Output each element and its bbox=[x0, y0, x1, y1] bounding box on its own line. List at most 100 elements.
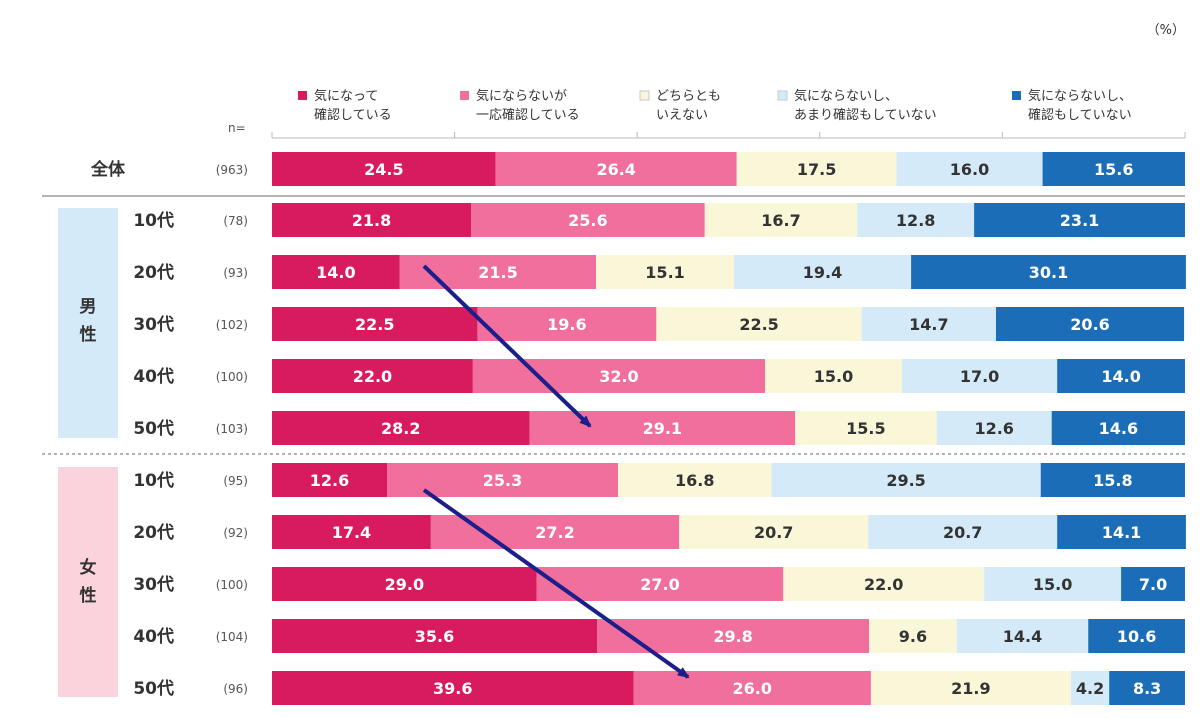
row-label-total: 全体 bbox=[90, 159, 126, 180]
bar-value-label: 15.1 bbox=[645, 263, 684, 282]
legend-label-3-0: 気にならないし、 bbox=[794, 88, 898, 104]
bar-value-label: 14.0 bbox=[316, 263, 355, 282]
bar-value-label: 29.5 bbox=[886, 471, 925, 490]
bar-segment bbox=[869, 619, 957, 653]
legend-swatch-4 bbox=[1012, 91, 1021, 100]
bar-segment bbox=[679, 515, 869, 549]
row-label-age: 10代 bbox=[133, 210, 174, 231]
bar-value-label: 7.0 bbox=[1139, 575, 1167, 594]
bar-value-label: 15.6 bbox=[1094, 160, 1133, 179]
bar-segment bbox=[974, 203, 1185, 237]
bar-value-label: 14.7 bbox=[909, 315, 948, 334]
bar-value-label: 29.8 bbox=[713, 627, 752, 646]
row-9: 40代 (104) 35.6 29.8 9.6 14.4 10.6 bbox=[133, 619, 1185, 653]
legend-label-1-0: 気にならないが bbox=[476, 88, 567, 104]
bar-segment bbox=[1042, 152, 1185, 186]
bar-value-label: 27.0 bbox=[640, 575, 679, 594]
bar-segment bbox=[596, 255, 734, 289]
bar-segment bbox=[1088, 619, 1185, 653]
row-n: (100) bbox=[216, 578, 248, 592]
row-10: 50代 (96) 39.6 26.0 21.9 4.2 8.3 bbox=[133, 671, 1185, 705]
bar-segment bbox=[771, 463, 1041, 497]
bar-value-label: 14.0 bbox=[1101, 367, 1140, 386]
bar-value-label: 27.2 bbox=[535, 523, 574, 542]
legend-label-2-0: どちらとも bbox=[656, 89, 721, 104]
bar-segment bbox=[704, 203, 858, 237]
row-n: (92) bbox=[223, 526, 248, 540]
bar-segment bbox=[857, 203, 975, 237]
row-label-age: 40代 bbox=[133, 626, 174, 647]
row-label-age: 50代 bbox=[133, 418, 174, 439]
bar-value-label: 19.4 bbox=[803, 263, 842, 282]
row-8: 30代 (100) 29.0 27.0 22.0 15.0 7.0 bbox=[133, 567, 1185, 601]
bar-segment bbox=[1057, 515, 1186, 549]
bar-segment bbox=[471, 203, 705, 237]
bar-value-label: 22.5 bbox=[739, 315, 778, 334]
bar-value-label: 15.0 bbox=[814, 367, 853, 386]
row-6: 10代 (95) 12.6 25.3 16.8 29.5 15.8 bbox=[133, 463, 1185, 497]
row-n: (963) bbox=[216, 163, 248, 177]
row-label-age: 30代 bbox=[133, 314, 174, 335]
row-0: 全体 (963) 24.5 26.4 17.5 16.0 15.6 bbox=[90, 152, 1185, 186]
bar-segment bbox=[911, 255, 1186, 289]
bar-value-label: 17.5 bbox=[797, 160, 836, 179]
bar-segment bbox=[1121, 567, 1185, 601]
bar-value-label: 29.0 bbox=[385, 575, 424, 594]
bar-segment bbox=[272, 671, 634, 705]
male-group-band bbox=[58, 208, 118, 438]
row-n: (95) bbox=[223, 474, 248, 488]
row-n: (104) bbox=[216, 630, 248, 644]
bar-segment bbox=[272, 515, 431, 549]
bar-segment bbox=[870, 671, 1071, 705]
female-group-label-2: 性 bbox=[80, 585, 97, 606]
bar-value-label: 39.6 bbox=[433, 679, 472, 698]
bar-value-label: 26.0 bbox=[732, 679, 771, 698]
bar-value-label: 28.2 bbox=[381, 419, 420, 438]
female-group-label-1: 女 bbox=[80, 557, 97, 578]
bar-segment bbox=[1057, 359, 1185, 393]
bar-segment bbox=[472, 359, 766, 393]
bar-segment bbox=[1051, 411, 1185, 445]
row-n: (102) bbox=[216, 318, 248, 332]
row-label-age: 10代 bbox=[133, 470, 174, 491]
bar-segment bbox=[1109, 671, 1185, 705]
legend-label-1-1: 一応確認している bbox=[476, 107, 580, 123]
legend-label-0-0: 気になって bbox=[314, 88, 378, 104]
bar-segment bbox=[430, 515, 680, 549]
chart-rows: 全体 (963) 24.5 26.4 17.5 16.0 15.6 10代 (78) 21.8 25… bbox=[90, 152, 1186, 705]
male-group-label-2: 性 bbox=[80, 324, 97, 345]
row-n: (100) bbox=[216, 370, 248, 384]
bar-segment bbox=[783, 567, 985, 601]
row-label-age: 20代 bbox=[133, 522, 174, 543]
row-label-age: 40代 bbox=[133, 366, 174, 387]
bar-value-label: 20.7 bbox=[754, 523, 793, 542]
bar-segment bbox=[597, 619, 870, 653]
bar-value-label: 21.8 bbox=[352, 211, 391, 230]
legend-swatch-1 bbox=[460, 91, 469, 100]
bar-segment bbox=[272, 152, 496, 186]
bar-segment bbox=[618, 463, 772, 497]
bar-segment bbox=[736, 152, 897, 186]
bar-segment bbox=[272, 359, 473, 393]
bar-segment bbox=[272, 307, 478, 341]
bar-value-label: 16.0 bbox=[950, 160, 989, 179]
bar-value-label: 20.7 bbox=[943, 523, 982, 542]
bar-segment bbox=[272, 411, 530, 445]
bar-value-label: 15.8 bbox=[1093, 471, 1132, 490]
bar-segment bbox=[733, 255, 912, 289]
legend-swatch-3 bbox=[777, 90, 788, 101]
bar-value-label: 9.6 bbox=[899, 627, 927, 646]
bar-value-label: 22.0 bbox=[353, 367, 392, 386]
legend-label-0-1: 確認している bbox=[314, 107, 392, 123]
bar-value-label: 14.4 bbox=[1003, 627, 1042, 646]
legend-label-4-1: 確認もしていない bbox=[1028, 107, 1132, 123]
n-header: n= bbox=[228, 121, 246, 135]
row-n: (93) bbox=[223, 266, 248, 280]
bar-segment bbox=[996, 307, 1185, 341]
bar-segment bbox=[868, 515, 1058, 549]
bar-value-label: 20.6 bbox=[1070, 315, 1109, 334]
bar-segment bbox=[477, 307, 657, 341]
bar-segment bbox=[984, 567, 1122, 601]
bar-value-label: 24.5 bbox=[364, 160, 403, 179]
